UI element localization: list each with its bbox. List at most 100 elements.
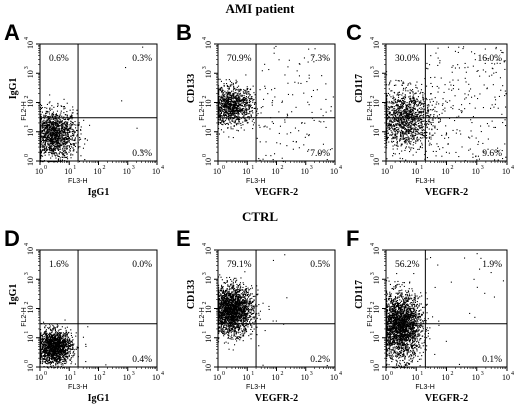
event-dot bbox=[472, 153, 474, 155]
event-dot bbox=[486, 58, 488, 60]
event-dot bbox=[402, 106, 404, 108]
event-dot bbox=[52, 131, 54, 133]
event-dot bbox=[428, 115, 430, 117]
event-dot bbox=[45, 115, 47, 117]
event-dot bbox=[42, 130, 44, 132]
event-dot bbox=[401, 135, 403, 137]
event-dot bbox=[433, 108, 435, 110]
event-dot bbox=[67, 133, 69, 135]
event-dot bbox=[70, 143, 72, 145]
event-dot bbox=[250, 110, 252, 112]
event-dot bbox=[274, 153, 276, 155]
event-dot bbox=[43, 149, 45, 151]
event-dot bbox=[402, 117, 404, 119]
event-dot bbox=[474, 107, 476, 109]
event-dot bbox=[125, 67, 127, 69]
event-dot bbox=[403, 132, 405, 134]
event-dot bbox=[396, 108, 398, 110]
event-dot bbox=[82, 147, 84, 149]
event-dot bbox=[386, 135, 388, 137]
event-dot bbox=[233, 105, 235, 107]
event-dot bbox=[401, 84, 403, 86]
event-dot bbox=[417, 140, 419, 142]
event-dot bbox=[442, 109, 444, 111]
event-dot bbox=[43, 149, 45, 151]
event-dot bbox=[241, 110, 243, 112]
event-dot bbox=[396, 141, 398, 143]
event-dot bbox=[408, 138, 410, 140]
event-dot bbox=[230, 113, 232, 115]
event-dot bbox=[222, 89, 224, 91]
event-dot bbox=[83, 119, 85, 121]
event-dot bbox=[41, 127, 43, 129]
event-dot bbox=[233, 104, 235, 106]
event-dot bbox=[59, 352, 61, 354]
event-dot bbox=[425, 150, 427, 152]
event-dot bbox=[45, 115, 47, 117]
event-dot bbox=[410, 129, 412, 131]
event-dot bbox=[58, 133, 60, 135]
event-dot bbox=[236, 108, 238, 110]
event-dot bbox=[76, 130, 78, 132]
event-dot bbox=[420, 121, 422, 123]
event-dot bbox=[418, 102, 420, 104]
x-tick-exponent: 3 bbox=[310, 165, 313, 171]
event-dot bbox=[221, 93, 223, 95]
event-dot bbox=[234, 120, 236, 122]
event-dot bbox=[56, 123, 58, 125]
event-dot bbox=[406, 121, 408, 123]
event-dot bbox=[218, 99, 220, 101]
event-dot bbox=[401, 94, 403, 96]
event-dot bbox=[410, 83, 412, 85]
event-dot bbox=[413, 98, 415, 100]
event-dot bbox=[403, 138, 405, 140]
event-dot bbox=[48, 128, 50, 130]
event-dot bbox=[451, 89, 453, 91]
event-dot bbox=[313, 61, 315, 63]
event-dot bbox=[402, 135, 404, 137]
event-dot bbox=[236, 81, 238, 83]
event-dot bbox=[53, 127, 55, 129]
event-dot bbox=[62, 348, 64, 350]
event-dot bbox=[56, 143, 58, 145]
event-dot bbox=[409, 82, 411, 84]
event-dot bbox=[47, 118, 49, 120]
event-dot bbox=[401, 111, 403, 113]
event-dot bbox=[434, 125, 436, 127]
event-dot bbox=[413, 136, 415, 138]
event-dot bbox=[69, 115, 71, 117]
event-dot bbox=[52, 337, 54, 339]
event-dot bbox=[50, 126, 52, 128]
event-dot bbox=[486, 123, 488, 125]
event-dot bbox=[53, 125, 55, 127]
event-dot bbox=[386, 114, 388, 116]
event-dot bbox=[386, 136, 388, 138]
event-dot bbox=[64, 129, 66, 131]
event-dot bbox=[47, 126, 49, 128]
event-dot bbox=[406, 125, 408, 127]
event-dot bbox=[405, 132, 407, 134]
event-dot bbox=[52, 161, 54, 163]
event-dot bbox=[238, 100, 240, 102]
event-dot bbox=[238, 117, 240, 119]
x-tick-exponent: 0 bbox=[390, 165, 393, 171]
event-dot bbox=[451, 66, 453, 68]
event-dot bbox=[67, 345, 69, 347]
event-dot bbox=[420, 112, 422, 114]
event-dot bbox=[54, 155, 56, 157]
event-dot bbox=[56, 110, 58, 112]
x-tick-exponent: 1 bbox=[73, 165, 76, 171]
event-dot bbox=[57, 120, 59, 122]
event-dot bbox=[474, 53, 476, 55]
event-dot bbox=[58, 130, 60, 132]
event-dot bbox=[40, 161, 42, 163]
event-dot bbox=[418, 113, 420, 115]
event-dot bbox=[43, 119, 45, 121]
event-dot bbox=[402, 96, 404, 98]
event-dot bbox=[236, 110, 238, 112]
event-dot bbox=[69, 149, 71, 151]
event-dot bbox=[53, 328, 55, 330]
event-dot bbox=[64, 134, 66, 136]
event-dot bbox=[63, 137, 65, 139]
event-dot bbox=[233, 92, 235, 94]
